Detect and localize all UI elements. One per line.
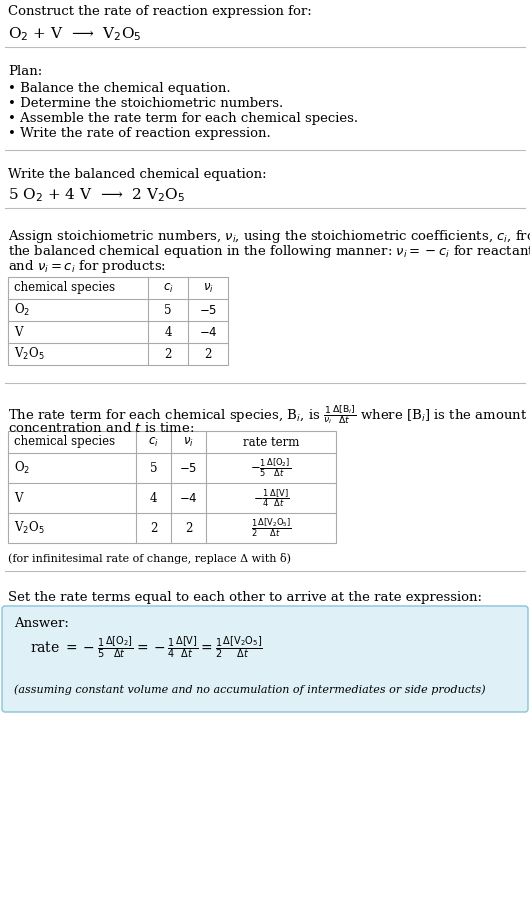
Text: (assuming constant volume and no accumulation of intermediates or side products): (assuming constant volume and no accumul… <box>14 684 485 695</box>
Text: rate term: rate term <box>243 436 299 449</box>
Text: 2: 2 <box>185 521 192 534</box>
Text: $\nu_i$: $\nu_i$ <box>202 281 214 295</box>
Text: and $\nu_i = c_i$ for products:: and $\nu_i = c_i$ for products: <box>8 258 166 275</box>
Text: 4: 4 <box>150 491 157 504</box>
Text: 5: 5 <box>150 461 157 474</box>
Text: O$_2$: O$_2$ <box>14 302 30 318</box>
Text: V$_2$O$_5$: V$_2$O$_5$ <box>14 346 45 362</box>
Text: $-\frac{1}{4}\frac{\Delta[\mathrm{V}]}{\Delta t}$: $-\frac{1}{4}\frac{\Delta[\mathrm{V}]}{\… <box>253 487 289 509</box>
Text: $-4$: $-4$ <box>179 491 198 504</box>
Text: $\frac{1}{2}\frac{\Delta[\mathrm{V_2O_5}]}{\Delta t}$: $\frac{1}{2}\frac{\Delta[\mathrm{V_2O_5}… <box>251 517 292 540</box>
Text: V: V <box>14 326 22 339</box>
Text: $-\frac{1}{5}\frac{\Delta[\mathrm{O_2}]}{\Delta t}$: $-\frac{1}{5}\frac{\Delta[\mathrm{O_2}]}… <box>251 457 292 480</box>
Bar <box>8 431 336 543</box>
Text: Plan:: Plan: <box>8 65 42 78</box>
Text: Set the rate terms equal to each other to arrive at the rate expression:: Set the rate terms equal to each other t… <box>8 591 482 604</box>
Text: chemical species: chemical species <box>14 436 115 449</box>
Text: 2: 2 <box>164 348 172 360</box>
Text: O$_2$ + V  ⟶  V$_2$O$_5$: O$_2$ + V ⟶ V$_2$O$_5$ <box>8 25 142 43</box>
Text: the balanced chemical equation in the following manner: $\nu_i = -c_i$ for react: the balanced chemical equation in the fo… <box>8 243 530 260</box>
Text: 5: 5 <box>164 304 172 317</box>
Text: rate $= -\frac{1}{5}\frac{\Delta[\mathrm{O_2}]}{\Delta t} = -\frac{1}{4}\frac{\D: rate $= -\frac{1}{5}\frac{\Delta[\mathrm… <box>30 634 263 660</box>
Text: Construct the rate of reaction expression for:: Construct the rate of reaction expressio… <box>8 5 312 18</box>
Text: V$_2$O$_5$: V$_2$O$_5$ <box>14 520 45 536</box>
Text: • Assemble the rate term for each chemical species.: • Assemble the rate term for each chemic… <box>8 112 358 125</box>
Text: Write the balanced chemical equation:: Write the balanced chemical equation: <box>8 168 267 181</box>
FancyBboxPatch shape <box>2 606 528 712</box>
Text: 2: 2 <box>204 348 211 360</box>
Text: (for infinitesimal rate of change, replace Δ with δ): (for infinitesimal rate of change, repla… <box>8 553 291 564</box>
Text: $-5$: $-5$ <box>179 461 198 474</box>
Text: $\nu_i$: $\nu_i$ <box>183 436 194 449</box>
Text: O$_2$: O$_2$ <box>14 460 30 476</box>
Text: Assign stoichiometric numbers, $\nu_i$, using the stoichiometric coefficients, $: Assign stoichiometric numbers, $\nu_i$, … <box>8 228 530 245</box>
Text: $-5$: $-5$ <box>199 304 217 317</box>
Text: $c_i$: $c_i$ <box>148 436 159 449</box>
Bar <box>8 277 228 365</box>
Text: 2: 2 <box>150 521 157 534</box>
Text: • Determine the stoichiometric numbers.: • Determine the stoichiometric numbers. <box>8 97 283 110</box>
Text: 4: 4 <box>164 326 172 339</box>
Text: concentration and $t$ is time:: concentration and $t$ is time: <box>8 421 195 435</box>
Text: 5 O$_2$ + 4 V  ⟶  2 V$_2$O$_5$: 5 O$_2$ + 4 V ⟶ 2 V$_2$O$_5$ <box>8 186 185 204</box>
Text: Answer:: Answer: <box>14 617 69 630</box>
Text: $c_i$: $c_i$ <box>163 281 173 295</box>
Text: The rate term for each chemical species, B$_i$, is $\frac{1}{\nu_i}\frac{\Delta[: The rate term for each chemical species,… <box>8 403 527 426</box>
Text: $-4$: $-4$ <box>199 326 217 339</box>
Text: • Write the rate of reaction expression.: • Write the rate of reaction expression. <box>8 127 271 140</box>
Text: V: V <box>14 491 22 504</box>
Text: • Balance the chemical equation.: • Balance the chemical equation. <box>8 82 231 95</box>
Text: chemical species: chemical species <box>14 281 115 295</box>
